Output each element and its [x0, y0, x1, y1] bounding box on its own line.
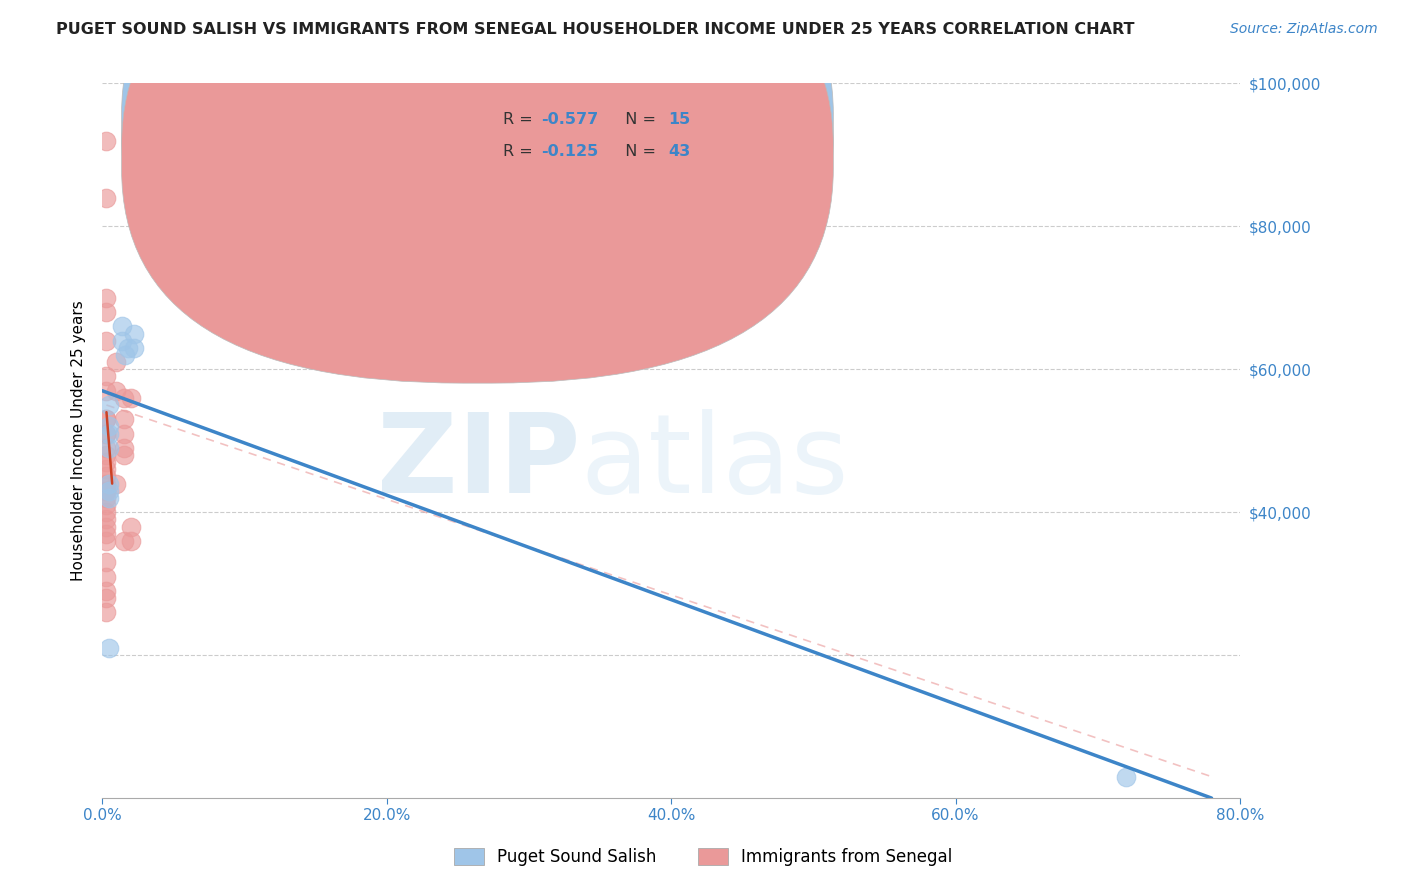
Point	[96, 462, 118, 476]
Point	[98, 483, 121, 498]
Point	[96, 526, 118, 541]
Point	[98, 441, 121, 455]
Point	[120, 533, 142, 548]
Point	[96, 334, 118, 348]
Point	[1115, 770, 1137, 784]
Text: PUGET SOUND SALISH VS IMMIGRANTS FROM SENEGAL HOUSEHOLDER INCOME UNDER 25 YEARS : PUGET SOUND SALISH VS IMMIGRANTS FROM SE…	[56, 22, 1135, 37]
Point	[96, 483, 118, 498]
Point	[111, 334, 134, 348]
Point	[98, 476, 121, 491]
Point	[96, 605, 118, 619]
Point	[96, 569, 118, 583]
Point	[96, 426, 118, 441]
Text: N =: N =	[614, 144, 661, 159]
Point	[96, 134, 118, 148]
Point	[96, 441, 118, 455]
Text: -0.577: -0.577	[541, 112, 598, 127]
Point	[96, 498, 118, 512]
Point	[96, 448, 118, 462]
Point	[122, 341, 145, 355]
Point	[98, 426, 121, 441]
Text: 43: 43	[668, 144, 690, 159]
Point	[96, 591, 118, 605]
Point	[96, 519, 118, 533]
Point	[120, 391, 142, 405]
Point	[96, 455, 118, 469]
Point	[96, 412, 118, 426]
Point	[96, 555, 118, 569]
Point	[96, 369, 118, 384]
Point	[96, 512, 118, 526]
Point	[98, 491, 121, 505]
Point	[96, 426, 118, 441]
Point	[96, 305, 118, 319]
Text: N =: N =	[614, 112, 661, 127]
Point	[96, 583, 118, 598]
Text: R =: R =	[503, 144, 538, 159]
Point	[105, 476, 128, 491]
Point	[111, 319, 134, 334]
Point	[96, 384, 118, 398]
Point	[112, 533, 135, 548]
FancyBboxPatch shape	[121, 0, 834, 384]
Text: 15: 15	[668, 112, 690, 127]
Text: Source: ZipAtlas.com: Source: ZipAtlas.com	[1230, 22, 1378, 37]
Text: -0.125: -0.125	[541, 144, 598, 159]
Point	[96, 533, 118, 548]
Point	[105, 355, 128, 369]
Text: R =: R =	[503, 112, 538, 127]
Point	[105, 384, 128, 398]
Point	[96, 412, 118, 426]
Text: atlas: atlas	[581, 409, 849, 516]
Point	[96, 505, 118, 519]
Y-axis label: Householder Income Under 25 years: Householder Income Under 25 years	[72, 301, 86, 581]
FancyBboxPatch shape	[450, 87, 768, 173]
Text: ZIP: ZIP	[377, 409, 581, 516]
FancyBboxPatch shape	[121, 0, 834, 351]
Point	[112, 391, 135, 405]
Legend: Puget Sound Salish, Immigrants from Senegal: Puget Sound Salish, Immigrants from Sene…	[446, 840, 960, 875]
Point	[112, 412, 135, 426]
Point	[122, 326, 145, 341]
Point	[120, 519, 142, 533]
Point	[96, 291, 118, 305]
Point	[112, 426, 135, 441]
Point	[96, 476, 118, 491]
Point	[112, 448, 135, 462]
Point	[98, 398, 121, 412]
Point	[114, 348, 136, 362]
Point	[96, 483, 118, 498]
Point	[96, 469, 118, 483]
Point	[98, 640, 121, 655]
Point	[96, 491, 118, 505]
Point	[112, 441, 135, 455]
Point	[98, 419, 121, 434]
Point	[96, 191, 118, 205]
Point	[117, 341, 139, 355]
